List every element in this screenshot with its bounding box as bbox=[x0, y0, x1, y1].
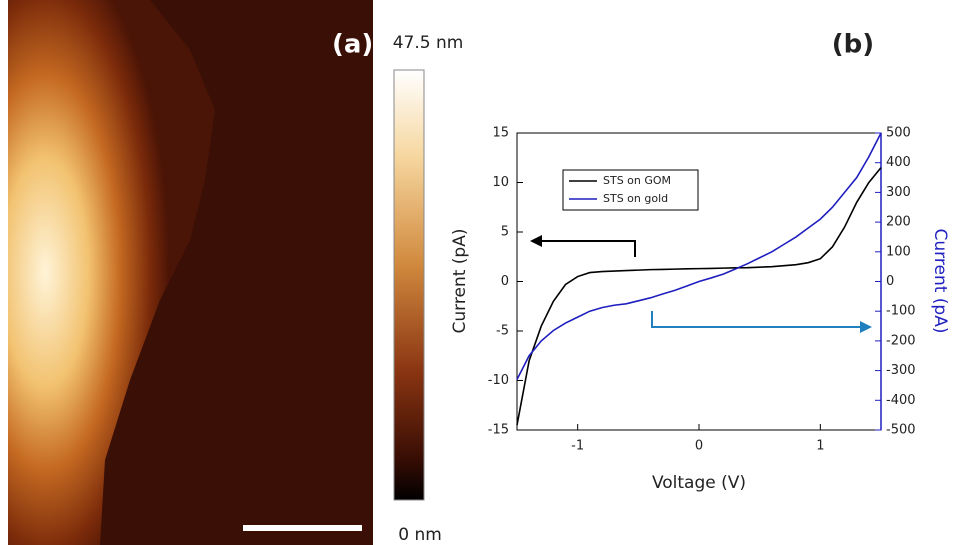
colorbar bbox=[393, 69, 425, 501]
y2-tick-label: 400 bbox=[886, 155, 911, 170]
colorbar-max: 47.5 nm bbox=[393, 33, 464, 53]
y2-axis-label: Current (pA) bbox=[930, 229, 950, 334]
afm-image bbox=[8, 0, 373, 545]
series-line bbox=[516, 132, 882, 380]
y-tick-label: 5 bbox=[501, 225, 509, 240]
chart-title: (b) bbox=[832, 30, 874, 60]
y2-tick-label: -200 bbox=[886, 333, 916, 348]
y2-tick-label: 500 bbox=[886, 126, 911, 141]
y2-tick-label: -500 bbox=[886, 423, 916, 438]
y-axis-label: Current (pA) bbox=[450, 229, 470, 334]
y2-tick-label: 100 bbox=[886, 244, 911, 259]
x-axis-label: Voltage (V) bbox=[652, 473, 746, 493]
x-tick-label: 1 bbox=[816, 439, 824, 454]
y-tick-label: -15 bbox=[488, 423, 509, 438]
y2-tick-label: 0 bbox=[886, 274, 894, 289]
legend-box bbox=[562, 169, 699, 211]
y-tick-label: 10 bbox=[492, 175, 509, 190]
x-tick-label: 0 bbox=[695, 439, 703, 454]
colorbar-min: 0 nm bbox=[398, 525, 442, 545]
arrow-right bbox=[651, 311, 872, 333]
arrow-left bbox=[530, 235, 636, 257]
legend-label: STS on gold bbox=[603, 192, 668, 205]
y2-tick-label: -100 bbox=[886, 304, 916, 319]
legend-label: STS on GOM bbox=[603, 174, 671, 187]
series-line bbox=[516, 167, 882, 426]
y-tick-label: 15 bbox=[492, 126, 509, 141]
y-tick-label: 0 bbox=[501, 274, 509, 289]
x-tick-label: -1 bbox=[571, 439, 584, 454]
y2-tick-label: -300 bbox=[886, 363, 916, 378]
y-tick-label: -10 bbox=[488, 373, 509, 388]
panel-label: (a) bbox=[332, 30, 373, 60]
y2-tick-label: 200 bbox=[886, 215, 911, 230]
y2-tick-label: 300 bbox=[886, 185, 911, 200]
y-tick-label: -5 bbox=[496, 324, 509, 339]
y2-tick-label: -400 bbox=[886, 393, 916, 408]
